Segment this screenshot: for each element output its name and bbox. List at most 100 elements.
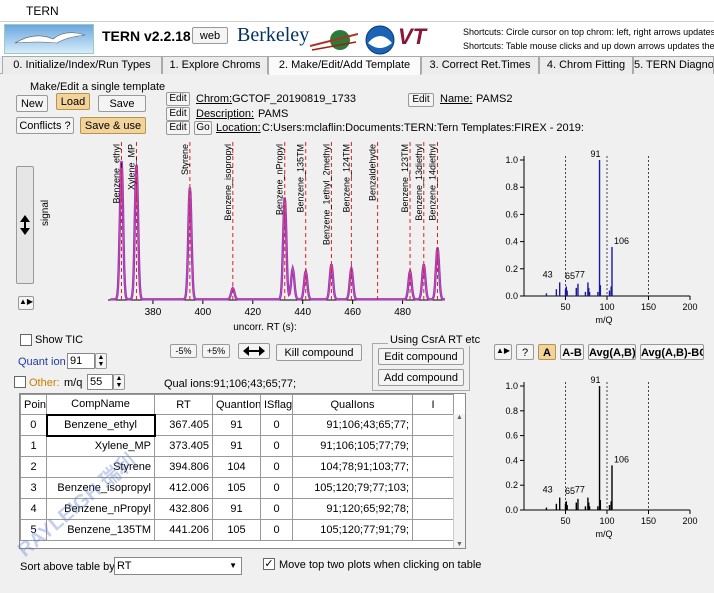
new-button[interactable]: New	[16, 95, 48, 112]
tab-diagnostics[interactable]: 5. TERN Diagnostics	[633, 56, 714, 74]
table-cell[interactable]: 0	[260, 456, 293, 478]
table-cell[interactable]: 373.405	[154, 435, 213, 457]
table-row[interactable]: 2 Styrene 394.806 104 0 104;78;91;103;77;	[20, 456, 454, 478]
edit-chrom-button[interactable]: Edit	[166, 92, 190, 106]
table-cell[interactable]: Benzene_isopropyl	[46, 477, 155, 499]
sort-select[interactable]: RT ▼	[114, 557, 242, 575]
web-button[interactable]: web	[192, 27, 228, 44]
table-cell[interactable]: 1	[20, 435, 47, 457]
chrom-resize-button[interactable]: ▲▶	[18, 296, 34, 310]
column-header[interactable]: ISflag	[260, 394, 293, 415]
table-cell[interactable]: 394.806	[154, 456, 213, 478]
table-row[interactable]: 1 Xylene_MP 373.405 91 0 91;106;105;77;79;	[20, 435, 454, 457]
table-cell[interactable]: 0	[260, 498, 293, 520]
location-value: C:Users:mclaflin:Documents:TERN:Tern Tem…	[262, 122, 584, 134]
table-cell[interactable]: 0	[260, 477, 293, 499]
minus-5-button[interactable]: -5%	[170, 344, 197, 358]
tern-logo	[4, 24, 94, 54]
conflicts-button[interactable]: Conflicts ?	[16, 117, 74, 134]
add-compound-button[interactable]: Add compound	[378, 369, 464, 386]
table-cell[interactable]: 91;106;105;77;79;	[292, 435, 413, 457]
up-down-arrow-icon	[20, 215, 30, 235]
peak-label: Benzene_123TM	[400, 144, 410, 213]
column-header[interactable]: I	[412, 394, 454, 415]
table-cell[interactable]: 91	[212, 498, 261, 520]
plus-5-button[interactable]: +5%	[202, 344, 230, 358]
table-cell[interactable]: 104	[212, 456, 261, 478]
kill-compound-button[interactable]: Kill compound	[276, 344, 362, 361]
table-cell[interactable]: 0	[260, 519, 293, 541]
table-cell[interactable]: 2	[20, 456, 47, 478]
table-cell[interactable]: 0	[20, 414, 47, 436]
column-header[interactable]: Poin	[20, 394, 47, 415]
chromatogram-plot[interactable]: 380 400 420 440 460 480 uncorr. RT (s): Benzene…	[100, 140, 448, 334]
table-cell[interactable]: 441.206	[154, 519, 213, 541]
table-scrollbar[interactable]: ▲ ▼	[453, 414, 465, 548]
table-cell[interactable]: 432.806	[154, 498, 213, 520]
show-tic-checkbox[interactable]	[20, 334, 32, 346]
spectrum-resize-button[interactable]: ▲▶	[494, 344, 512, 360]
load-button[interactable]: Load	[56, 93, 90, 110]
table-cell[interactable]: 91;106;43;65;77;	[292, 414, 413, 436]
table-cell[interactable]: Xylene_MP	[46, 435, 155, 457]
tab-chrom-fitting[interactable]: 4. Chrom Fitting	[539, 56, 633, 74]
avg-ab-button[interactable]: Avg(A,B)	[588, 344, 636, 360]
tab-make-template[interactable]: 2. Make/Edit/Add Template	[268, 56, 421, 75]
table-row[interactable]: 0 Benzene_ethyl 367.405 91 0 91;106;43;65;77;	[20, 413, 454, 437]
save-button[interactable]: Save	[98, 95, 146, 112]
table-cell[interactable]: 105;120;77;91;79;	[292, 519, 413, 541]
a-button[interactable]: A	[538, 344, 556, 360]
table-row[interactable]: 3 Benzene_isopropyl 412.006 105 0 105;120;79;…	[20, 477, 454, 499]
mass-spectrum-top[interactable]: 0.0 0.2 0.4 0.6 0.8 1.0 50 100 150 200 m/Q 91 106 43 6…	[488, 146, 698, 338]
go-button[interactable]: Go	[194, 121, 212, 135]
column-header[interactable]: CompName	[46, 394, 155, 415]
avg-ab-bg-button[interactable]: Avg(A,B)-BG	[640, 344, 704, 360]
other-checkbox[interactable]	[14, 376, 26, 388]
table-cell[interactable]: 91;120;65;92;78;	[292, 498, 413, 520]
save-use-button[interactable]: Save & use	[80, 117, 146, 134]
signal-scale-control[interactable]	[16, 166, 34, 284]
tab-initialize[interactable]: 0. Initialize/Index/Run Types	[2, 56, 162, 74]
table-cell[interactable]: 0	[260, 414, 293, 436]
move-plots-checkbox[interactable]: ✓	[263, 558, 275, 570]
column-header[interactable]: QualIons	[292, 394, 413, 415]
column-header[interactable]: RT	[154, 394, 213, 415]
table-cell[interactable]: Benzene_ethyl	[45, 413, 156, 437]
quant-ion-field[interactable]: 91	[67, 353, 95, 369]
table-cell[interactable]: 3	[20, 477, 47, 499]
show-tic-label: Show TIC	[35, 334, 84, 346]
mz-stepper[interactable]: ▲ ▼	[113, 374, 125, 390]
table-cell[interactable]	[412, 414, 454, 436]
table-cell[interactable]	[412, 519, 454, 541]
table-row[interactable]: 5 Benzene_135TM 441.206 105 0 105;120;77;91;7…	[20, 519, 454, 541]
y-tick-label: 0.0	[505, 291, 518, 301]
table-cell[interactable]: 91	[212, 414, 261, 436]
table-cell[interactable]	[412, 435, 454, 457]
quant-ion-stepper[interactable]: ▲ ▼	[95, 353, 107, 369]
table-cell[interactable]	[412, 456, 454, 478]
table-cell[interactable]: 105;120;79;77;103;	[292, 477, 413, 499]
edit-description-button[interactable]: Edit	[166, 107, 190, 121]
edit-compound-button[interactable]: Edit compound	[378, 348, 464, 365]
table-cell[interactable]: 104;78;91;103;77;	[292, 456, 413, 478]
mz-field[interactable]: 55	[87, 374, 113, 390]
edit-name-button[interactable]: Edit	[408, 93, 434, 107]
edit-location-button[interactable]: Edit	[166, 121, 190, 135]
tab-explore-chroms[interactable]: 1. Explore Chroms	[162, 56, 268, 74]
a-minus-b-button[interactable]: A-B	[560, 344, 584, 360]
tab-correct-rt[interactable]: 3. Correct Ret.Times	[421, 56, 539, 74]
table-row[interactable]: 4 Benzene_nPropyl 432.806 91 0 91;120;65;92;7…	[20, 498, 454, 520]
table-cell[interactable]	[412, 477, 454, 499]
help-button[interactable]: ?	[516, 344, 534, 360]
mass-spectrum-bottom[interactable]: 0.0 0.2 0.4 0.6 0.8 1.0 50 100 150 200 m/Q 91 106 43 6…	[488, 372, 698, 552]
table-cell[interactable]: Benzene_135TM	[46, 519, 155, 541]
table-cell[interactable]	[412, 498, 454, 520]
fit-width-button[interactable]	[238, 343, 270, 359]
table-cell[interactable]: 105	[212, 477, 261, 499]
table-cell[interactable]: 91	[212, 435, 261, 457]
column-header[interactable]: QuantIon	[212, 394, 261, 415]
table-cell[interactable]: 412.006	[154, 477, 213, 499]
table-cell[interactable]: 105	[212, 519, 261, 541]
table-cell[interactable]: 0	[260, 435, 293, 457]
table-cell[interactable]: 367.405	[154, 414, 213, 436]
